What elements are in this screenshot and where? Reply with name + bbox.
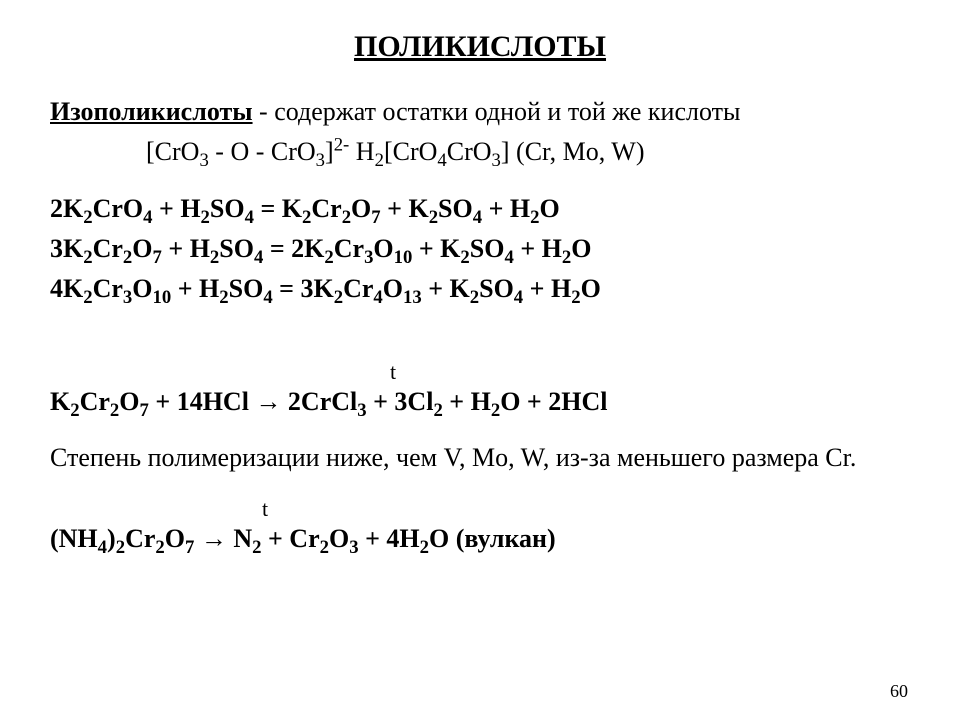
slide-title: ПОЛИКИСЛОТЫ: [50, 30, 910, 64]
subheading-line: Изополикислоты - содержат остатки одной …: [50, 92, 910, 132]
page-number: 60: [890, 681, 908, 702]
equation-2: 3K2Cr2O7 + H2SO4 = 2K2Cr3O10 + K2SO4 + H…: [50, 229, 910, 269]
equation-4: K2Cr2O7 + 14HCl → 2CrCl3 + 3Cl2 + H2O + …: [50, 381, 910, 422]
subheading-desc: - содержат остатки одной и той же кислот…: [253, 97, 741, 126]
equation-3: 4K2Cr3O10 + H2SO4 = 3K2Cr4O13 + K2SO4 + …: [50, 269, 910, 309]
equation-5: (NH4)2Cr2O7 → N2 + Cr2O3 + 4H2O (вулкан): [50, 518, 910, 559]
subheading: Изополикислоты: [50, 97, 253, 126]
polymerization-note: Степень полимеризации ниже, чем V, Mo, W…: [50, 439, 910, 477]
temperature-label-2: t: [50, 498, 910, 520]
temperature-label-1: t: [50, 361, 910, 383]
equation-1: 2K2CrO4 + H2SO4 = K2Cr2O7 + K2SO4 + H2O: [50, 189, 910, 229]
structure-formula: [CrO3 - O - CrO3]2- H2[CrO4CrO3] (Cr, Mo…: [50, 132, 910, 172]
